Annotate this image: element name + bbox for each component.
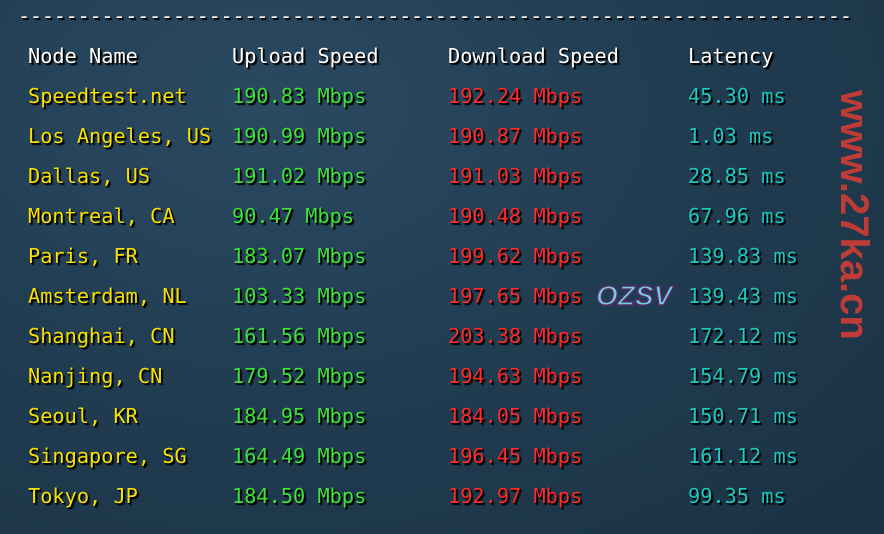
node-name: Seoul, KR — [28, 404, 138, 428]
header-upload-speed: Upload Speed — [232, 44, 379, 68]
download-speed: 203.38 Mbps — [448, 324, 583, 348]
latency: 1.03 ms — [688, 124, 774, 148]
table-row: Tokyo, JP 184.50 Mbps 192.97 Mbps 99.35 ms — [0, 484, 884, 524]
node-name: Paris, FR — [28, 244, 138, 268]
upload-speed: 183.07 Mbps — [232, 244, 367, 268]
latency: 172.12 ms — [688, 324, 798, 348]
upload-speed: 90.47 Mbps — [232, 204, 355, 228]
download-speed: 184.05 Mbps — [448, 404, 583, 428]
table-row: Speedtest.net 190.83 Mbps 192.24 Mbps 45.30… — [0, 84, 884, 124]
table-row: Shanghai, CN 161.56 Mbps 203.38 Mbps 172.12… — [0, 324, 884, 364]
upload-speed: 190.99 Mbps — [232, 124, 367, 148]
node-name: Shanghai, CN — [28, 324, 175, 348]
upload-speed: 179.52 Mbps — [232, 364, 367, 388]
node-name: Montreal, CA — [28, 204, 175, 228]
download-speed: 190.48 Mbps — [448, 204, 583, 228]
node-name: Nanjing, CN — [28, 364, 163, 388]
node-name: Singapore, SG — [28, 444, 187, 468]
table-row: Paris, FR 183.07 Mbps 199.62 Mbps 139.83 ms — [0, 244, 884, 284]
table-row: Montreal, CA 90.47 Mbps 190.48 Mbps 67.96 m… — [0, 204, 884, 244]
node-name: Tokyo, JP — [28, 484, 138, 508]
latency: 150.71 ms — [688, 404, 798, 428]
table-row: Seoul, KR 184.95 Mbps 184.05 Mbps 150.71 ms — [0, 404, 884, 444]
table-row: Singapore, SG 164.49 Mbps 196.45 Mbps 161.1… — [0, 444, 884, 484]
latency: 28.85 ms — [688, 164, 786, 188]
node-name: Amsterdam, NL — [28, 284, 187, 308]
latency: 161.12 ms — [688, 444, 798, 468]
download-speed: 197.65 Mbps — [448, 284, 583, 308]
header-node-name: Node Name — [28, 44, 138, 68]
download-speed: 190.87 Mbps — [448, 124, 583, 148]
download-speed: 199.62 Mbps — [448, 244, 583, 268]
latency: 154.79 ms — [688, 364, 798, 388]
upload-speed: 191.02 Mbps — [232, 164, 367, 188]
table-row: Amsterdam, NL 103.33 Mbps 197.65 Mbps 139.4… — [0, 284, 884, 324]
separator-line: ----------------------------------------… — [18, 4, 852, 28]
upload-speed: 103.33 Mbps — [232, 284, 367, 308]
table-row: Los Angeles, US 190.99 Mbps 190.87 Mbps 1.0… — [0, 124, 884, 164]
latency: 139.83 ms — [688, 244, 798, 268]
node-name: Dallas, US — [28, 164, 151, 188]
upload-speed: 184.95 Mbps — [232, 404, 367, 428]
node-name: Speedtest.net — [28, 84, 187, 108]
latency: 45.30 ms — [688, 84, 786, 108]
ozsv-logo: OZSV — [595, 280, 673, 311]
download-speed: 196.45 Mbps — [448, 444, 583, 468]
upload-speed: 164.49 Mbps — [232, 444, 367, 468]
table-row: Dallas, US 191.02 Mbps 191.03 Mbps 28.85 ms — [0, 164, 884, 204]
download-speed: 192.97 Mbps — [448, 484, 583, 508]
header-latency: Latency — [688, 44, 774, 68]
download-speed: 194.63 Mbps — [448, 364, 583, 388]
latency: 99.35 ms — [688, 484, 786, 508]
latency: 67.96 ms — [688, 204, 786, 228]
download-speed: 191.03 Mbps — [448, 164, 583, 188]
node-name: Los Angeles, US — [28, 124, 212, 148]
upload-speed: 184.50 Mbps — [232, 484, 367, 508]
latency: 139.43 ms — [688, 284, 798, 308]
download-speed: 192.24 Mbps — [448, 84, 583, 108]
upload-speed: 161.56 Mbps — [232, 324, 367, 348]
upload-speed: 190.83 Mbps — [232, 84, 367, 108]
header-download-speed: Download Speed — [448, 44, 619, 68]
table-row: Nanjing, CN 179.52 Mbps 194.63 Mbps 154.79 … — [0, 364, 884, 404]
